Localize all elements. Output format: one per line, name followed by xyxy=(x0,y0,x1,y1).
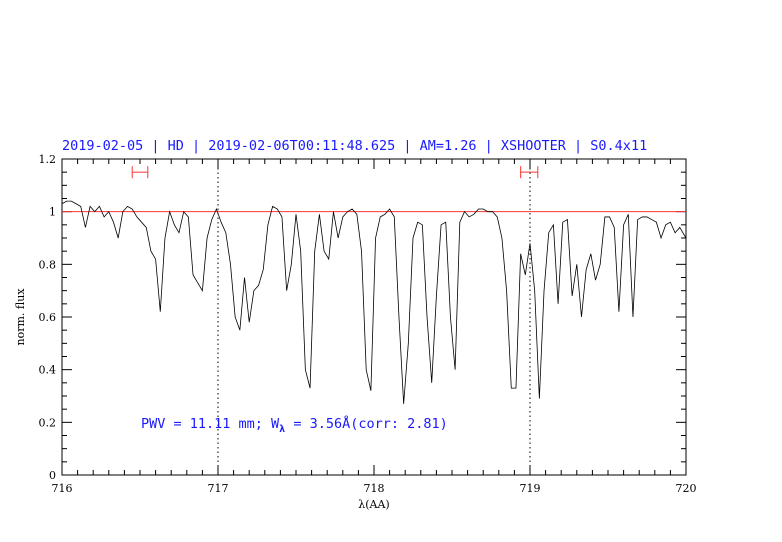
x-tick-label: 716 xyxy=(52,482,73,495)
series-layer xyxy=(61,200,687,404)
spectrum-line xyxy=(61,200,687,404)
y-tick-label: 0.6 xyxy=(39,311,57,324)
annotation-subscript: λ xyxy=(279,424,285,435)
minor-ticks xyxy=(62,159,686,475)
pwv-annotation: PWV = 11.11 mm; Wλ = 3.56Å(corr: 2.81) xyxy=(141,415,448,435)
x-tick-label: 718 xyxy=(364,482,385,495)
y-axis-label: norm. flux xyxy=(14,288,27,346)
y-tick-label: 0.8 xyxy=(39,258,57,271)
annotation-suffix: = 3.56Å(corr: 2.81) xyxy=(285,415,448,432)
major-ticks xyxy=(61,158,687,476)
y-tick-label: 0.4 xyxy=(39,364,57,377)
y-tick-label: 0.2 xyxy=(39,416,57,429)
plot-area: 716 717 718 719 720 0 0.2 0.4 0.6 0.8 1 1.2 xyxy=(39,153,697,495)
y-tick-labels: 0 0.2 0.4 0.6 0.8 1 1.2 xyxy=(39,153,57,482)
vertical-marker-lines xyxy=(217,159,531,475)
x-axis-label: λ(AA) xyxy=(358,498,389,511)
x-tick-label: 719 xyxy=(520,482,541,495)
chart-title: 2019-02-05 | HD | 2019-02-06T00:11:48.62… xyxy=(62,138,647,154)
y-tick-label: 1.2 xyxy=(39,153,57,166)
y-tick-label: 0 xyxy=(49,469,56,482)
x-tick-label: 717 xyxy=(208,482,229,495)
continuum-window-markers xyxy=(131,166,539,179)
y-tick-label: 1 xyxy=(49,206,56,219)
annotation-prefix: PWV = 11.11 mm; W xyxy=(141,416,280,432)
x-tick-labels: 716 717 718 719 720 xyxy=(52,482,697,495)
x-tick-label: 720 xyxy=(676,482,697,495)
